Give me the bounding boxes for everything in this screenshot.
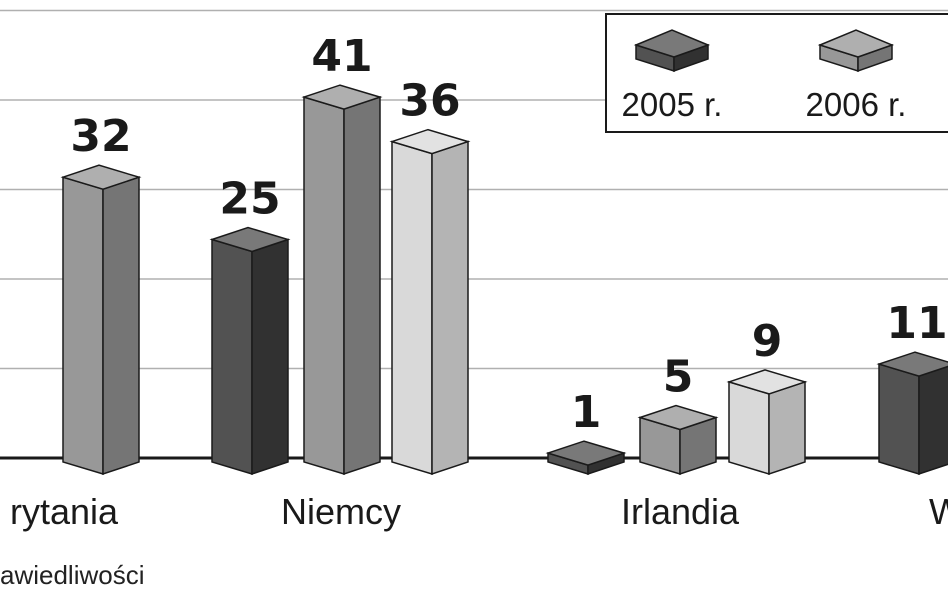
value-label: 41 bbox=[311, 31, 372, 82]
bars bbox=[60, 84, 948, 476]
value-label: 9 bbox=[752, 316, 783, 367]
bar-2-1 bbox=[637, 404, 719, 476]
legend: 2005 r. 2006 r. bbox=[605, 13, 948, 133]
bar-1-1 bbox=[301, 84, 383, 476]
bar-top-face bbox=[545, 440, 627, 466]
bar-front-face bbox=[728, 380, 770, 476]
bar-front-face bbox=[391, 140, 433, 476]
bar-3-0 bbox=[876, 351, 948, 476]
bar-1-2 bbox=[389, 128, 471, 476]
category-label: Niemcy bbox=[281, 491, 401, 532]
bar-side-face bbox=[343, 96, 381, 476]
category-label: rytania bbox=[10, 491, 119, 532]
category-label: Irlandia bbox=[621, 491, 740, 532]
bar-top-face bbox=[726, 369, 808, 395]
category-labels: rytania Niemcy Irlandia W bbox=[10, 491, 948, 532]
value-label: 36 bbox=[399, 76, 460, 127]
value-label: 25 bbox=[219, 174, 280, 225]
bar-1-0 bbox=[209, 226, 291, 476]
bar-front-face bbox=[211, 238, 253, 476]
bar-top-face bbox=[209, 226, 291, 253]
bar-top-face bbox=[301, 84, 383, 110]
swatch-top bbox=[633, 29, 711, 58]
bar-side-face bbox=[251, 238, 289, 476]
legend-swatch-2005 bbox=[633, 29, 711, 73]
bar-top-face bbox=[876, 351, 948, 377]
bar-top-face bbox=[637, 404, 719, 431]
value-label: 1 bbox=[571, 387, 602, 438]
bar-2-0 bbox=[545, 440, 627, 476]
category-label: W bbox=[929, 491, 948, 532]
bar-0-1 bbox=[60, 164, 142, 476]
value-label: 11 bbox=[886, 298, 947, 349]
bar-front-face bbox=[878, 363, 920, 476]
value-label: 32 bbox=[70, 111, 131, 162]
bar-side-face bbox=[918, 365, 948, 476]
bar-front-face bbox=[303, 96, 345, 476]
source-note: awiedliwości bbox=[0, 560, 145, 590]
swatch-top bbox=[817, 29, 895, 58]
bar-side-face bbox=[431, 140, 469, 476]
bar-side-face bbox=[102, 176, 140, 476]
legend-label-2005: 2005 r. bbox=[622, 86, 723, 123]
bar-side-face bbox=[768, 380, 806, 476]
legend-swatch-2006 bbox=[817, 29, 895, 73]
bar-top-face bbox=[60, 164, 142, 190]
value-label: 5 bbox=[663, 352, 694, 403]
legend-label-2006: 2006 r. bbox=[806, 86, 907, 123]
bar-2-2 bbox=[726, 369, 808, 476]
bar-front-face bbox=[62, 176, 104, 476]
bar-top-face bbox=[389, 128, 471, 155]
